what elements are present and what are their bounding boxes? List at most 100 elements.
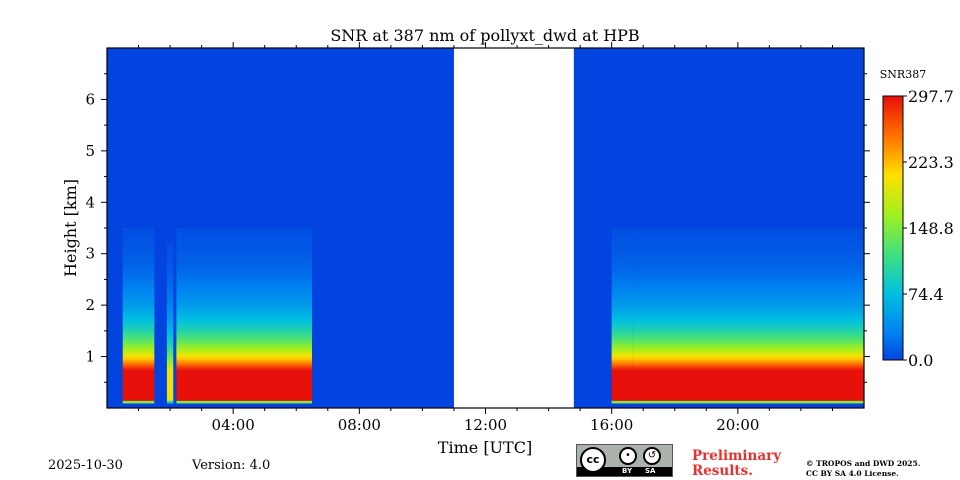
heatmap-cell — [122, 359, 155, 363]
heatmap-cell — [176, 240, 313, 245]
heatmap-cell — [611, 333, 634, 337]
heatmap-cell — [633, 279, 864, 283]
heatmap-cell — [122, 266, 155, 270]
heatmap-cell — [633, 400, 864, 404]
heatmap-cell — [176, 284, 313, 288]
heatmap-cell — [176, 374, 313, 378]
heatmap-cell — [176, 315, 313, 319]
heatmap-cell — [176, 292, 313, 296]
heatmap-cell — [176, 300, 313, 304]
heatmap-cell — [122, 294, 155, 299]
heatmap-cell — [176, 320, 313, 324]
heatmap-cell — [611, 379, 634, 383]
heatmap-cell — [122, 269, 155, 273]
heatmap-cell — [122, 233, 155, 237]
heatmap-cell — [633, 302, 864, 306]
heatmap-cell — [166, 343, 174, 347]
heatmap-cell — [122, 341, 155, 345]
heatmap-cell — [176, 266, 313, 270]
heatmap-cell — [122, 397, 155, 401]
heatmap-cell — [166, 256, 174, 260]
heatmap-cell — [633, 384, 864, 389]
cc-badge-strip — [577, 467, 672, 476]
heatmap-cell — [633, 284, 864, 288]
heatmap-cell — [633, 294, 864, 299]
heatmap-cell — [633, 364, 864, 368]
heatmap-cell — [611, 297, 634, 301]
heatmap-cell — [633, 269, 864, 273]
heatmap-cell — [122, 284, 155, 288]
heatmap-cell — [611, 256, 634, 260]
heatmap-cell — [176, 312, 313, 317]
heatmap-cell — [122, 343, 155, 347]
heatmap-cell — [122, 330, 155, 335]
heatmap-cell — [176, 351, 313, 355]
heatmap-cell — [122, 354, 155, 358]
preliminary-line-2: Results. — [692, 463, 753, 479]
heatmap-cell — [611, 366, 634, 371]
heatmap-cell — [633, 336, 864, 340]
cc-license-badge: cc • ↺ BY SA — [576, 444, 673, 477]
heatmap-cell — [633, 276, 864, 281]
copyright-notice: © TROPOS and DWD 2025. CC BY SA 4.0 Lice… — [806, 459, 920, 479]
heatmap-cell — [166, 374, 174, 378]
heatmap-cell — [633, 369, 864, 373]
heatmap-cell — [633, 233, 864, 237]
heatmap-cell — [122, 297, 155, 301]
heatmap-cell — [166, 369, 174, 373]
heatmap-cell — [176, 269, 313, 273]
heatmap-cell — [176, 287, 313, 291]
heatmap-cell — [122, 379, 155, 383]
heatmap-cell — [122, 261, 155, 265]
heatmap-cell — [166, 251, 174, 255]
heatmap-cell — [633, 289, 864, 293]
heatmap-cell — [611, 292, 634, 296]
y-tick-label: 6 — [85, 90, 95, 108]
heatmap-cell — [122, 346, 155, 350]
x-tick-label: 08:00 — [338, 416, 381, 434]
plot-area — [107, 48, 864, 408]
heatmap-cell — [611, 377, 634, 381]
heatmap-cell — [176, 243, 313, 247]
heatmap-cell — [166, 258, 174, 263]
heatmap-cell — [633, 282, 864, 286]
heatmap-cell — [633, 330, 864, 335]
heatmap-cell — [176, 346, 313, 350]
heatmap-cell — [166, 333, 174, 337]
heatmap-cell — [122, 318, 155, 322]
heatmap-cell — [633, 228, 864, 232]
heatmap-segment — [633, 228, 864, 404]
heatmap-cell — [611, 248, 634, 252]
heatmap-cell — [166, 390, 174, 394]
y-tick-label: 4 — [85, 193, 95, 211]
heatmap-cell — [611, 251, 634, 255]
heatmap-cell — [122, 374, 155, 378]
heatmap-cell — [166, 261, 174, 265]
heatmap-cell — [166, 392, 174, 396]
heatmap-cell — [122, 307, 155, 311]
heatmap-cell — [166, 346, 174, 350]
heatmap-cell — [176, 318, 313, 322]
heatmap-cell — [166, 276, 174, 281]
heatmap-cell — [166, 377, 174, 381]
heatmap-cell — [122, 323, 155, 327]
heatmap-cell — [122, 364, 155, 368]
heatmap-cell — [122, 315, 155, 319]
heatmap-cell — [611, 284, 634, 288]
share-alike-icon: ↺ — [643, 447, 661, 465]
heatmap-cell — [176, 369, 313, 373]
heatmap-cell — [166, 356, 174, 360]
heatmap-cell — [633, 351, 864, 355]
heatmap-cell — [176, 233, 313, 237]
heatmap-cell — [122, 377, 155, 381]
heatmap-cell — [176, 271, 313, 275]
heatmap-cell — [611, 266, 634, 270]
heatmap-cell — [633, 251, 864, 255]
heatmap-cell — [633, 310, 864, 314]
heatmap-cell — [611, 359, 634, 363]
heatmap-cell — [166, 328, 174, 332]
heatmap-cell — [633, 361, 864, 365]
heatmap-cell — [611, 323, 634, 327]
heatmap-cell — [633, 392, 864, 396]
heatmap-cell — [176, 246, 313, 250]
